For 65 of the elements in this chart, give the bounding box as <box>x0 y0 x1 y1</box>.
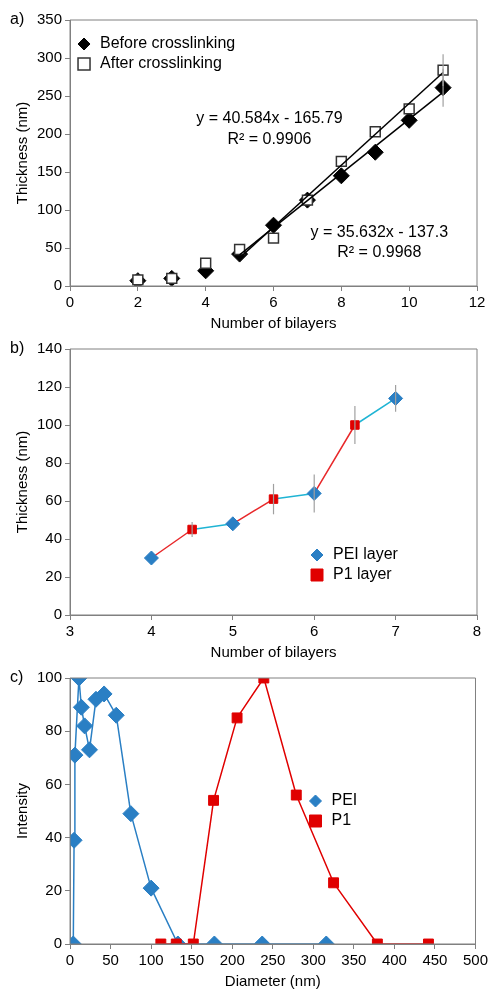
x-tick-label: 0 <box>65 951 75 969</box>
y-tick-label: 300 <box>37 48 63 66</box>
y-axis-title: Thickness (nm) <box>13 101 31 205</box>
x-tick-label: 450 <box>422 951 448 969</box>
legend-label: PEI layer <box>333 545 399 563</box>
y-tick-label: 40 <box>45 529 63 547</box>
y-tick-label: 80 <box>45 721 63 739</box>
x-tick-label: 7 <box>391 622 400 640</box>
x-axis-title: Number of bilayers <box>210 643 337 661</box>
x-axis-title: Number of bilayers <box>210 314 337 332</box>
y-tick-label: 350 <box>37 10 63 28</box>
y-tick-label: 100 <box>37 415 63 433</box>
x-tick-label: 10 <box>400 293 418 311</box>
y-tick-label: 100 <box>37 200 63 218</box>
legend-label: Before crosslinking <box>100 34 236 52</box>
x-tick-label: 50 <box>102 951 119 969</box>
y-tick-label: 50 <box>45 238 63 256</box>
x-tick-label: 300 <box>300 951 326 969</box>
x-tick-label: 500 <box>462 951 488 969</box>
y-tick-label: 80 <box>45 453 63 471</box>
y-tick-label: 0 <box>53 934 63 952</box>
x-tick-label: 350 <box>341 951 367 969</box>
x-tick-label: 8 <box>337 293 346 311</box>
annotation: y = 35.632x - 137.3 <box>310 223 449 241</box>
annotation: R² = 0.9968 <box>337 243 422 261</box>
legend-label: P1 layer <box>333 565 393 583</box>
x-tick-label: 4 <box>201 293 210 311</box>
x-tick-label: 200 <box>219 951 245 969</box>
y-tick-label: 0 <box>53 276 63 294</box>
x-tick-label: 0 <box>65 293 75 311</box>
annotation: R² = 0.9906 <box>227 130 312 148</box>
y-tick-label: 60 <box>45 491 63 509</box>
y-axis-title: Intensity <box>13 782 31 839</box>
x-axis-title: Diameter (nm) <box>224 972 321 990</box>
y-tick-label: 0 <box>53 605 63 623</box>
x-tick-label: 12 <box>468 293 486 311</box>
x-tick-label: 150 <box>179 951 205 969</box>
y-tick-label: 20 <box>45 567 63 585</box>
y-tick-label: 60 <box>45 774 63 792</box>
x-tick-label: 6 <box>269 293 278 311</box>
x-tick-label: 3 <box>65 622 75 640</box>
y-tick-label: 20 <box>45 880 63 898</box>
y-tick-label: 250 <box>37 86 63 104</box>
x-tick-label: 400 <box>381 951 407 969</box>
x-tick-label: 4 <box>147 622 156 640</box>
x-tick-label: 8 <box>472 622 482 640</box>
y-tick-label: 140 <box>37 339 63 357</box>
legend-label: PEI <box>331 791 358 809</box>
x-tick-label: 250 <box>260 951 286 969</box>
y-tick-label: 150 <box>37 162 63 180</box>
chart-title: a) <box>10 10 25 28</box>
y-tick-label: 120 <box>37 377 63 395</box>
x-tick-label: 2 <box>133 293 143 311</box>
y-tick-label: 200 <box>37 124 63 142</box>
y-tick-label: 100 <box>37 668 63 686</box>
x-tick-label: 100 <box>138 951 164 969</box>
annotation: y = 40.584x - 165.79 <box>196 108 343 126</box>
x-tick-label: 6 <box>310 622 319 640</box>
legend-label: P1 <box>331 811 352 829</box>
y-axis-title: Thickness (nm) <box>13 430 31 534</box>
chart-title: b) <box>10 339 25 357</box>
chart-title: c) <box>10 668 24 686</box>
legend-label: After crosslinking <box>100 54 222 72</box>
x-tick-label: 5 <box>228 622 237 640</box>
y-tick-label: 40 <box>45 827 63 845</box>
